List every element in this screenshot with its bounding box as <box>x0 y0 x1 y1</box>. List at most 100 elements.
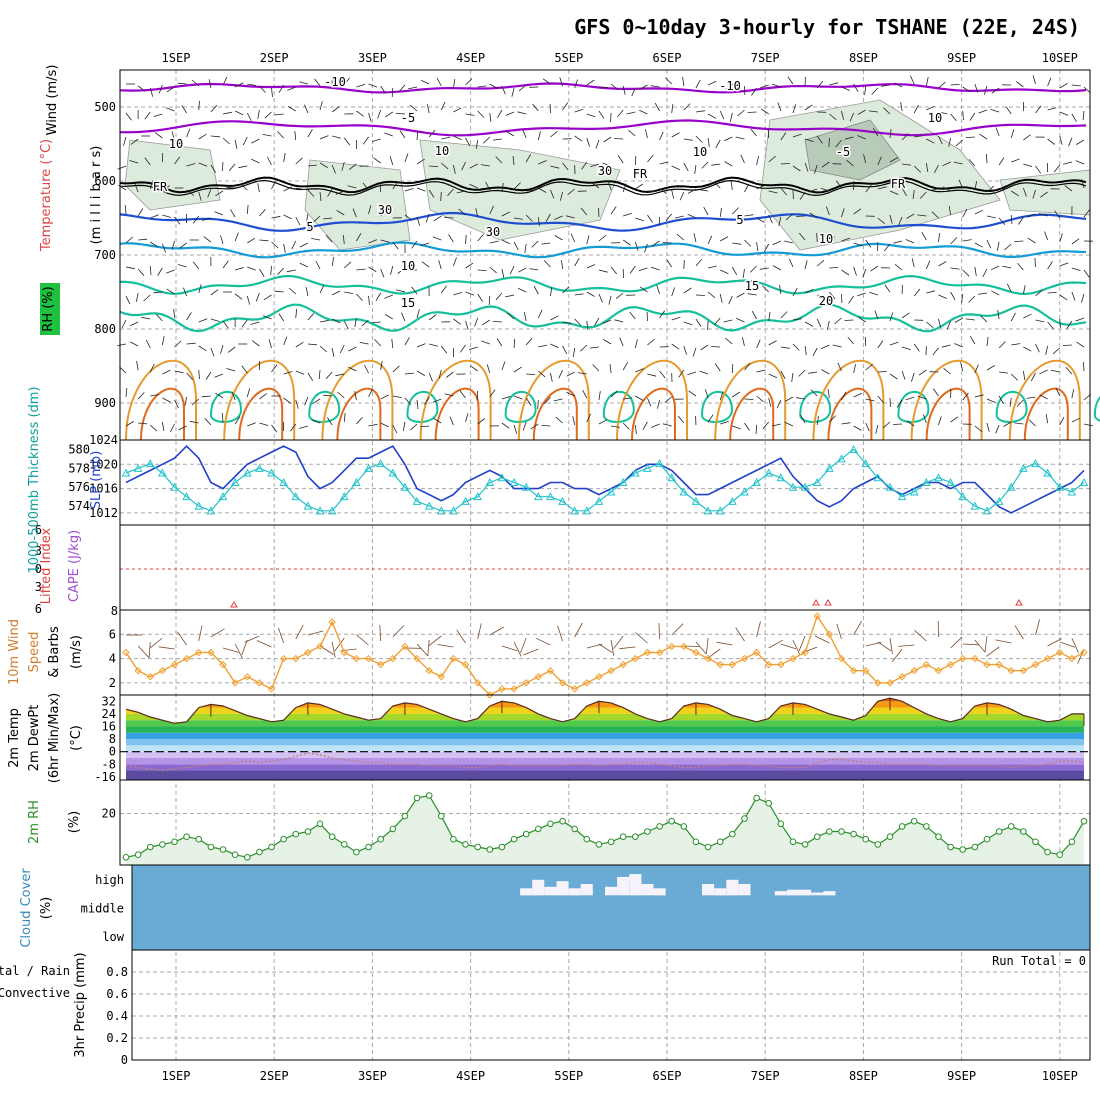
wind-barb <box>883 243 891 252</box>
wind-barb <box>629 265 636 274</box>
wind-speed-point <box>195 648 203 657</box>
rh-point <box>292 830 300 838</box>
wind-barb <box>853 266 857 276</box>
thickness-point <box>897 492 907 501</box>
panel-frames <box>119 69 1091 1061</box>
wind-barb <box>629 311 636 320</box>
wind-barb <box>205 371 212 380</box>
contour-25 <box>616 359 688 441</box>
wind-speed-point <box>207 648 215 657</box>
wind-barb <box>186 312 192 321</box>
wind-barb <box>456 190 466 194</box>
wind-barb <box>241 319 248 328</box>
temp-tick: -8 <box>102 757 116 771</box>
rh-point <box>765 799 773 807</box>
wind-barb <box>820 344 830 350</box>
wind10m-barb <box>836 623 842 640</box>
wind-barb <box>531 240 539 248</box>
thickness-point <box>436 506 446 515</box>
wind-barb <box>751 310 757 320</box>
thickness-point <box>1006 482 1016 491</box>
rh-point <box>122 854 130 861</box>
li-label: Lifted Index <box>39 527 54 604</box>
wind10m-barb <box>635 632 648 644</box>
wind-barb <box>586 235 590 245</box>
thickness-point <box>352 477 361 486</box>
wind-barb <box>489 266 497 274</box>
wind10m-barb <box>557 625 563 642</box>
wind-barb <box>720 269 729 275</box>
wind-barb <box>307 313 315 321</box>
wind10m-barb <box>1059 641 1076 648</box>
wind-barb <box>416 309 420 319</box>
thickness-tick: 576 <box>68 480 90 494</box>
wind-barb <box>777 102 782 112</box>
wind-barb <box>481 319 491 326</box>
temp-band <box>126 770 1084 780</box>
wind-barb <box>905 239 915 244</box>
wind-barb <box>409 104 418 112</box>
wind-barb <box>938 111 948 115</box>
wind-barb <box>191 79 200 87</box>
wind-barb <box>143 294 151 302</box>
contour-30 <box>140 387 185 441</box>
wind-barb <box>756 184 765 190</box>
wind-barb <box>865 363 873 371</box>
wind-barb <box>639 84 648 90</box>
wind-barb <box>247 422 256 427</box>
wind-barb <box>736 317 745 323</box>
wind-barb <box>999 371 1009 374</box>
wind-barb <box>913 104 919 114</box>
wind-barb <box>1068 137 1073 147</box>
wind-barb <box>841 391 847 401</box>
wind-barb <box>384 132 393 137</box>
wind-barb <box>586 320 589 330</box>
wind-barb <box>756 217 765 223</box>
wind-barb <box>598 86 608 88</box>
wind-barb <box>380 239 390 243</box>
rh-point <box>425 792 433 799</box>
temp-line <box>125 697 1084 724</box>
wind-barb <box>858 316 866 323</box>
wind-barb <box>295 216 301 226</box>
wind-barb <box>227 346 236 353</box>
contour-20 <box>119 303 1087 333</box>
wind-barb <box>980 315 988 323</box>
wind-barb <box>525 153 532 163</box>
day-label-top: 4SEP <box>456 51 485 65</box>
contour-30 <box>827 387 873 441</box>
wind-barb <box>150 241 159 248</box>
wind-barb <box>440 345 448 354</box>
wind-barb <box>497 109 503 119</box>
wind-barb <box>917 214 927 217</box>
cloud-high-block <box>811 892 824 896</box>
wind-barb <box>505 111 515 116</box>
cloud-high-block <box>629 874 642 896</box>
wind-barb <box>416 216 421 226</box>
wind-barb <box>929 188 939 191</box>
wind-barb <box>161 421 165 431</box>
wind-barb <box>889 312 894 322</box>
wind-barb <box>676 233 685 241</box>
wind-barb <box>331 257 335 267</box>
slp-tick: 1024 <box>89 433 118 447</box>
wind-speed-point <box>680 642 688 651</box>
wind-barb <box>1035 165 1042 174</box>
wind-barb <box>283 186 292 192</box>
contour-20-loop <box>995 390 1028 423</box>
wind-barb <box>117 165 127 170</box>
wind-barb <box>210 164 217 173</box>
wind-barb <box>307 164 317 167</box>
wind-barb <box>675 215 684 219</box>
rh-point <box>692 838 700 846</box>
wind-barb <box>411 240 418 249</box>
wind-barb <box>704 389 709 399</box>
wind-barb <box>1011 343 1021 346</box>
contour-label: 10 <box>401 259 415 273</box>
wind-speed-point <box>752 648 761 657</box>
wind10m-barb <box>177 631 187 646</box>
wind-speed-point <box>122 648 130 657</box>
cloud-high-block <box>617 876 630 896</box>
contour-30 <box>925 387 971 441</box>
